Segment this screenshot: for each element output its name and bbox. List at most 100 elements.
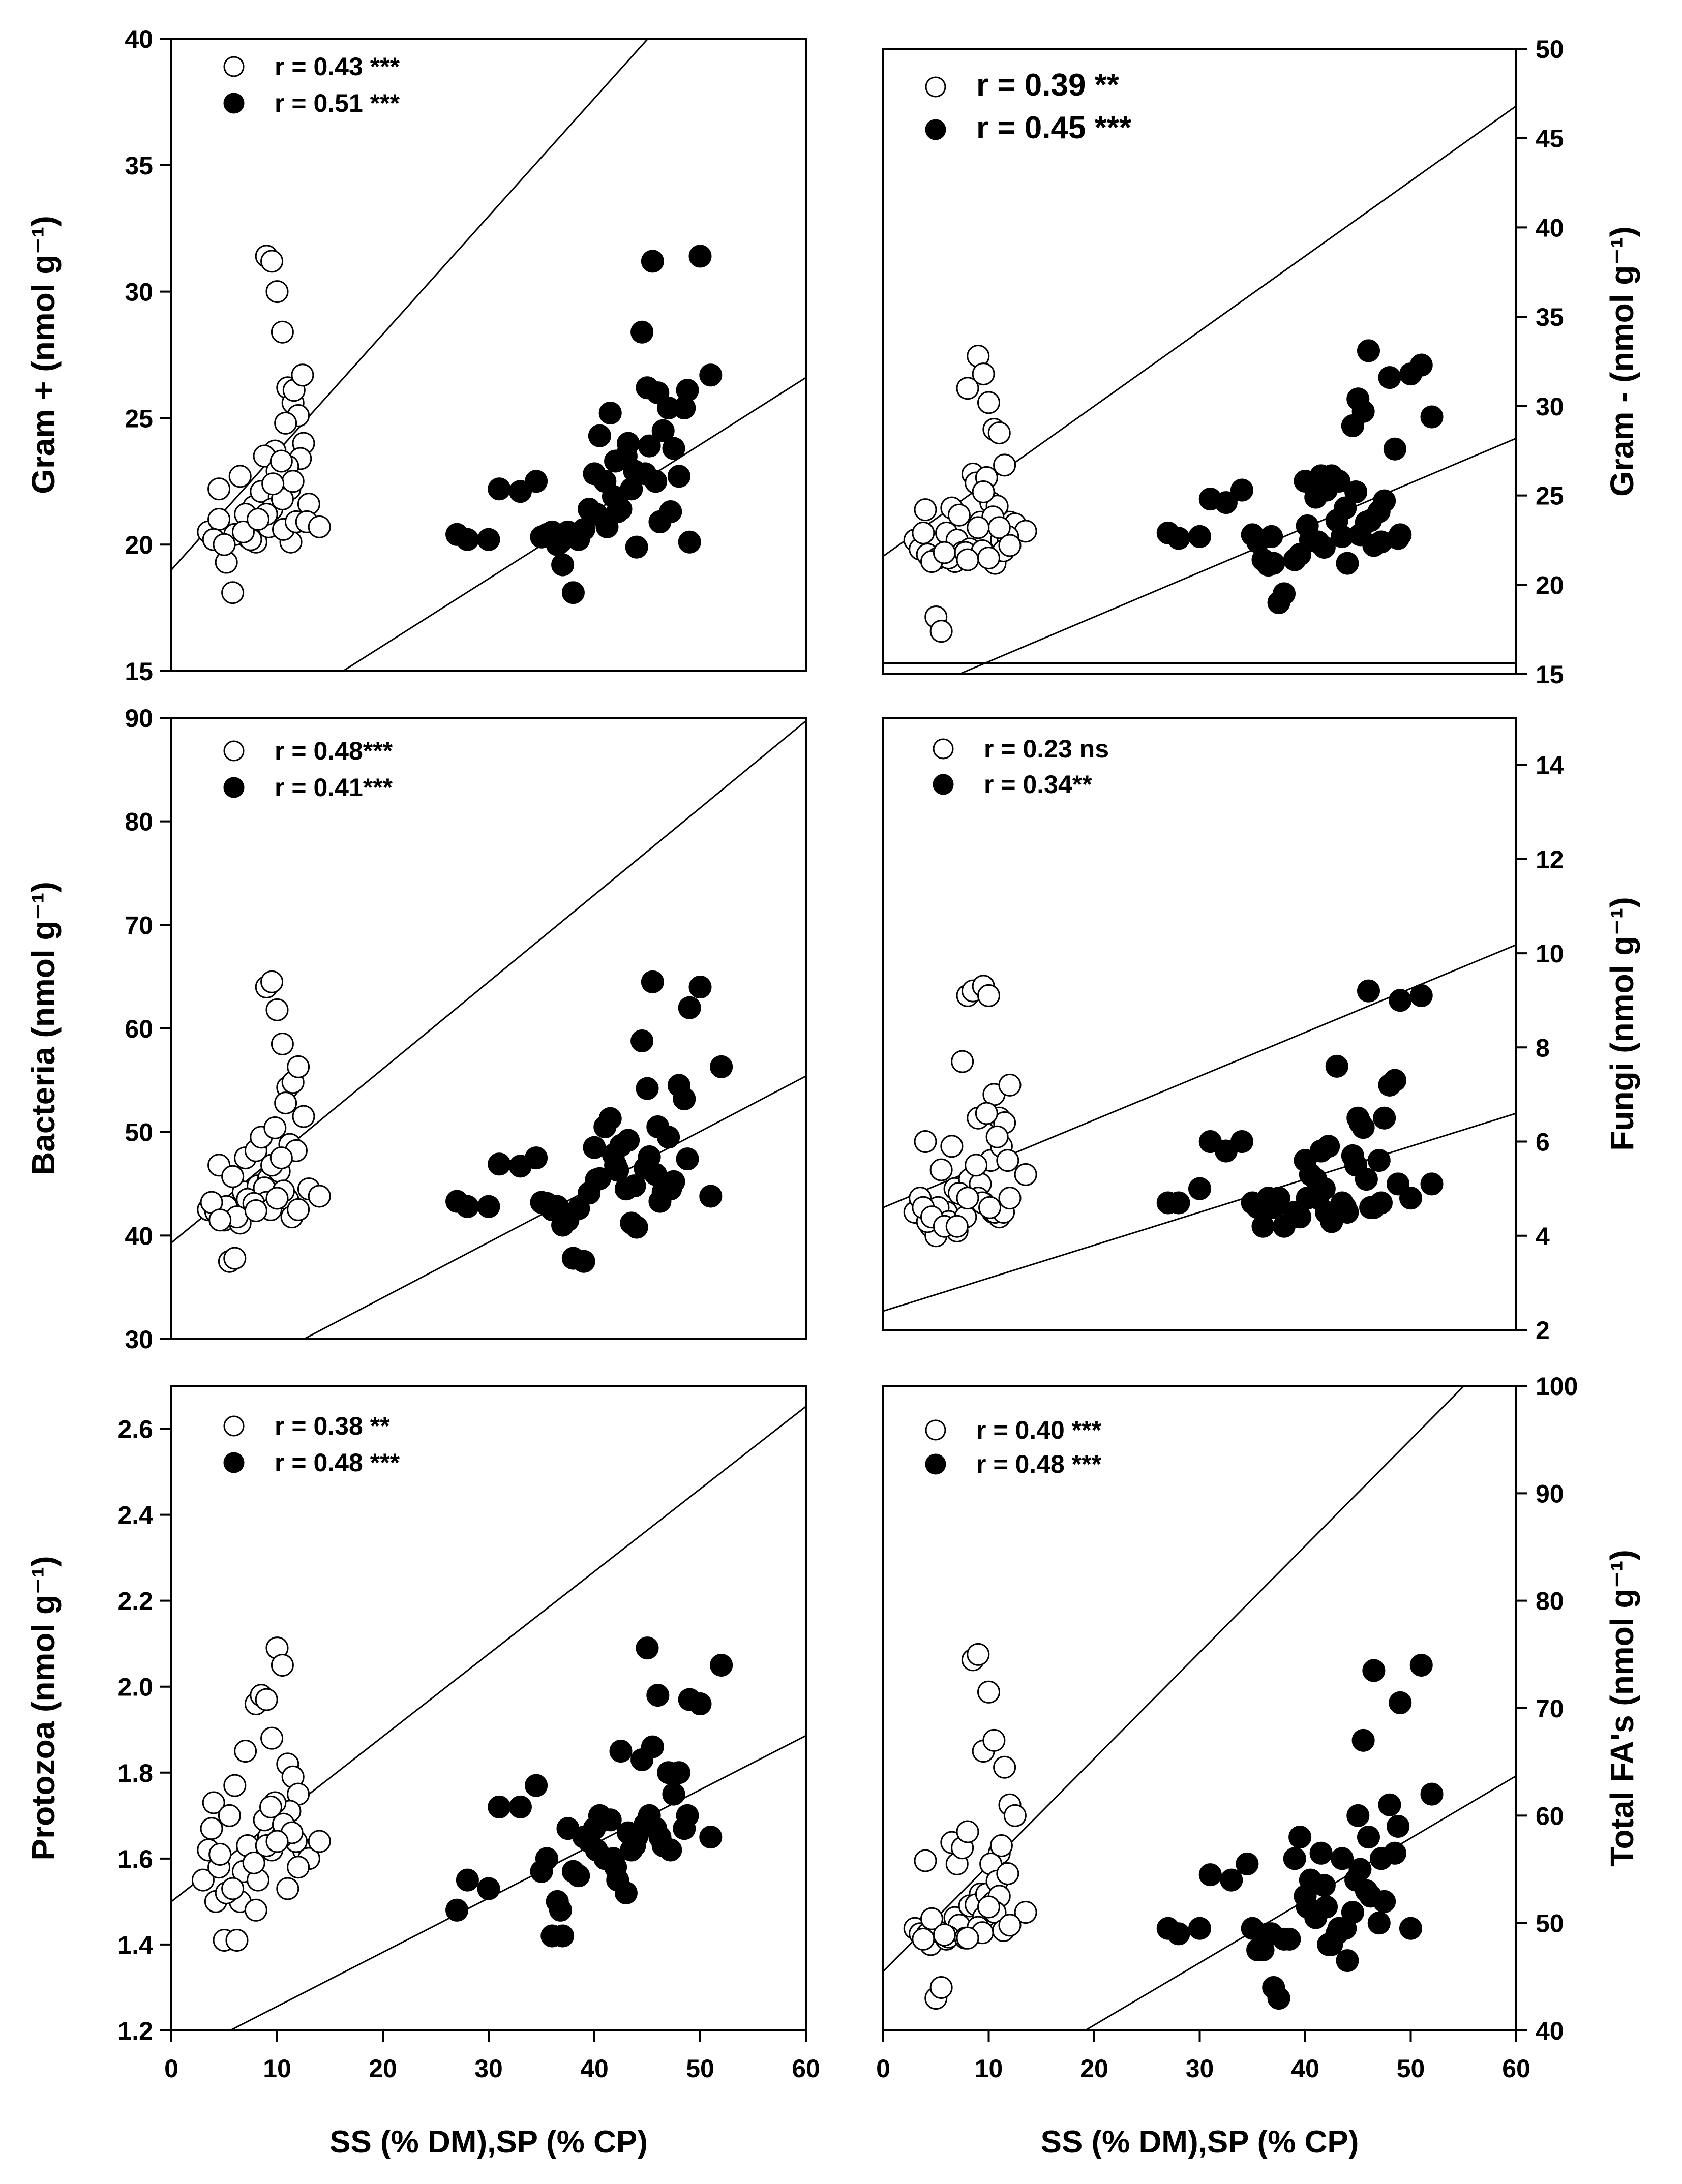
y-tick-label: 8 [1536,1034,1550,1062]
data-point-filled [1260,1196,1283,1219]
data-point-open [996,1149,1019,1172]
data-point-open [221,581,245,604]
chart-panel-protozoa: 1.2 1.4 1.6 1.8 2.0 2.2 2.4 2.6 0 10 20 30 40 50 60 SS … [25,1385,820,2160]
regression-line [883,1112,1516,1312]
x-tick-label: 30 [1186,2054,1214,2083]
y-tick-label: 80 [1536,1587,1564,1616]
data-point-filled [1260,1922,1283,1946]
data-point-filled [1198,1863,1222,1887]
y-tick-label: 70 [125,911,153,939]
legend-label: r = 0.40 *** [976,1416,1102,1444]
data-point-open [265,1830,289,1853]
data-point-open [1014,1901,1037,1924]
x-tick-label: 20 [1080,2054,1108,2083]
data-point-filled [1260,525,1283,548]
data-point-open [218,1804,241,1827]
data-point-filled [1230,478,1253,502]
data-point-open [967,1643,990,1666]
data-point-open [989,1834,1013,1858]
data-point-filled [549,530,572,554]
legend-marker-filled [925,119,946,140]
legend-marker-open [925,1419,946,1441]
data-point-filled [1336,1949,1359,1973]
data-point-filled [1317,1135,1340,1158]
data-point-filled [625,535,648,559]
x-tick-label: 10 [263,2054,291,2083]
data-point-filled [535,1847,558,1870]
data-point-filled [1336,552,1359,575]
data-point-open [308,1185,331,1208]
data-point-filled [623,1834,646,1858]
y-axis-title: Protozoa (nmol g⁻¹) [25,1556,62,1860]
data-point-filled [1325,1054,1348,1078]
data-point-open [234,1740,257,1763]
plot-frame [170,38,807,672]
regression-line [957,437,1516,674]
data-point-open [933,1923,956,1947]
data-point-open [263,1116,287,1140]
data-point-filled [659,1838,682,1862]
data-point-open [998,1073,1022,1097]
data-point-open [202,1791,225,1814]
data-point-filled [1334,496,1357,520]
chart-panel-bacteria: 30 40 50 60 70 80 90 Bacteria (nmol g⁻¹) r = 0.4… [25,704,807,1354]
data-point-filled [1351,400,1375,423]
data-point-open [274,1091,297,1115]
y-tick-label: 40 [1536,2017,1564,2045]
legend-label: r = 0.34** [984,770,1092,799]
data-point-filled [1387,1814,1410,1838]
data-point-filled [1357,339,1380,362]
data-point-filled [1409,1653,1433,1677]
y-tick-label: 2.0 [117,1673,153,1702]
y-tick-label: 14 [1536,751,1564,780]
data-point-open [920,1907,943,1930]
data-point-filled [525,1146,548,1170]
y-tick-label: 90 [125,704,153,733]
data-point-filled [1312,1874,1336,1897]
data-point-filled [659,500,682,524]
x-tick-label: 40 [1291,2054,1319,2083]
data-point-open [223,1247,247,1270]
y-tick-label: 25 [125,404,153,433]
data-point-filled [1296,1895,1319,1919]
x-tick-label: 50 [1397,2054,1425,2083]
data-point-open [998,1914,1022,1937]
data-point-filled [578,1181,601,1205]
legend-marker-open [933,738,954,760]
data-point-filled [1331,1847,1354,1870]
y-tick-label: 20 [125,531,153,559]
data-point-filled [549,1898,572,1922]
data-point-filled [651,419,675,442]
data-point-open [287,1055,310,1078]
data-point-open [265,280,289,304]
data-point-filled [456,1868,479,1892]
data-point-filled [636,1077,659,1100]
data-point-open [977,391,1000,414]
x-tick-label: 40 [580,2054,609,2083]
data-point-open [223,1774,247,1797]
y-tick-label: 50 [1536,1909,1564,1938]
data-point-open [308,1830,331,1853]
data-point-filled [1383,437,1406,461]
y-axis-title: Total FA's (nmol g⁻¹) [1604,1550,1640,1867]
legend-marker-filled [223,93,245,114]
legend-marker-filled [223,1452,245,1473]
data-point-filled [673,1087,696,1110]
data-point-filled [1387,527,1410,550]
data-point-open [914,498,937,522]
data-point-filled [1387,1172,1410,1196]
data-point-filled [644,470,668,493]
data-point-filled [598,1808,622,1832]
data-point-filled [1357,1826,1380,1849]
data-point-open [929,620,953,643]
y-tick-label: 1.4 [117,1931,153,1959]
x-tick-label: 0 [876,2054,890,2083]
data-point-filled [1409,353,1433,377]
data-point-filled [641,1735,664,1758]
y-tick-label: 70 [1536,1694,1564,1723]
data-point-open [1014,1163,1037,1186]
y-tick-label: 50 [1536,35,1564,64]
data-point-filled [1188,1917,1211,1940]
y-tick-label: 12 [1536,845,1564,874]
legend-label: r = 0.48*** [275,737,393,765]
